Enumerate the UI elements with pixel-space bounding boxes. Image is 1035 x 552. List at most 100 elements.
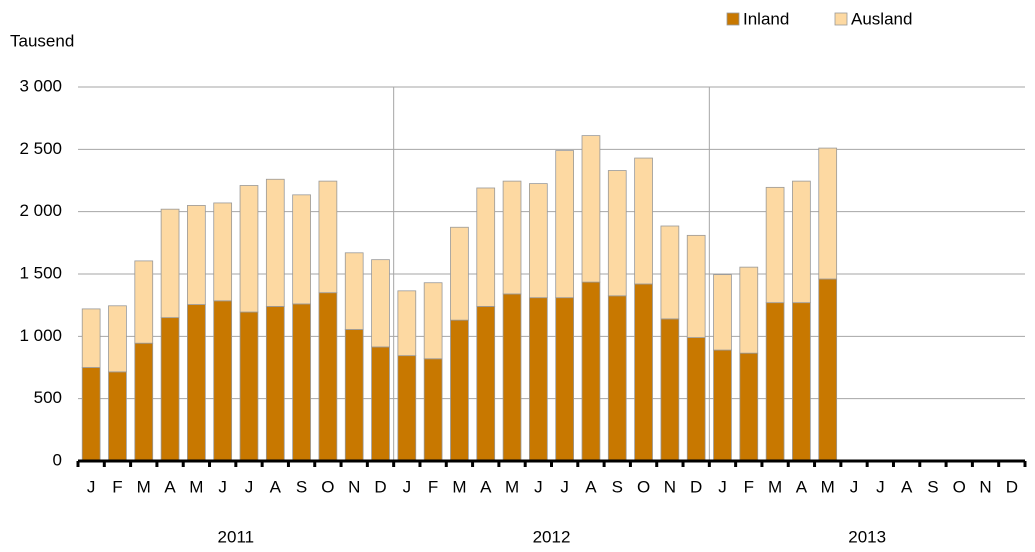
- bar: [686, 337, 706, 462]
- year-label: 2011: [218, 527, 255, 546]
- y-tick-label: 1 000: [19, 326, 62, 345]
- bar: [607, 170, 627, 297]
- x-tick-label: M: [821, 477, 835, 496]
- bar: [397, 290, 417, 357]
- bar: [739, 352, 759, 462]
- bar: [713, 349, 732, 462]
- bar: [555, 297, 574, 462]
- bar: [318, 180, 338, 294]
- bar: [529, 297, 548, 462]
- bar: [213, 300, 233, 462]
- year-label: 2012: [533, 527, 571, 546]
- bar: [292, 194, 311, 305]
- bar: [634, 283, 653, 462]
- bar: [371, 259, 390, 348]
- y-tick-label: 500: [34, 388, 62, 407]
- y-tick-label: 2 500: [19, 139, 62, 158]
- bar: [476, 187, 496, 307]
- x-tick-label: N: [348, 477, 360, 496]
- bar: [265, 178, 285, 307]
- y-tick-label: 3 000: [19, 76, 62, 95]
- bar: [502, 180, 522, 295]
- x-tick-label: M: [452, 477, 466, 496]
- bar: [187, 304, 206, 462]
- x-tick-label: F: [112, 477, 122, 496]
- x-tick-label: J: [218, 477, 227, 496]
- bar: [108, 305, 127, 373]
- x-tick-label: J: [718, 477, 727, 496]
- bar: [344, 329, 364, 462]
- x-tick-label: A: [270, 477, 282, 496]
- bar: [187, 205, 206, 305]
- bar: [502, 293, 522, 462]
- x-tick-label: D: [1006, 477, 1018, 496]
- y-tick-label: 0: [53, 450, 62, 469]
- bar: [581, 281, 601, 462]
- bar: [476, 306, 496, 462]
- bar: [765, 302, 785, 462]
- x-tick-label: N: [664, 477, 676, 496]
- bar: [792, 302, 811, 462]
- x-tick-label: A: [901, 477, 913, 496]
- x-tick-label: J: [403, 477, 412, 496]
- bar: [134, 260, 154, 344]
- legend-swatch: [834, 12, 848, 26]
- bar: [423, 282, 443, 360]
- x-tick-label: O: [321, 477, 334, 496]
- x-tick-label: S: [296, 477, 307, 496]
- bar: [108, 371, 127, 462]
- x-tick-label: J: [534, 477, 543, 496]
- bar: [450, 319, 469, 462]
- bar: [792, 180, 811, 304]
- x-tick-label: J: [87, 477, 96, 496]
- y-tick-label: 2 000: [19, 201, 62, 220]
- x-tick-label: S: [612, 477, 623, 496]
- bar: [318, 292, 338, 462]
- bar: [344, 252, 364, 330]
- legend-swatch: [726, 12, 740, 26]
- bar: [818, 147, 838, 280]
- x-tick-label: S: [927, 477, 938, 496]
- x-tick-label: J: [876, 477, 885, 496]
- x-tick-label: M: [505, 477, 519, 496]
- bar: [423, 358, 443, 462]
- x-tick-label: A: [480, 477, 492, 496]
- x-tick-label: D: [690, 477, 702, 496]
- bar: [581, 135, 601, 283]
- x-tick-label: J: [560, 477, 569, 496]
- x-tick-label: J: [245, 477, 254, 496]
- y-tick-label: 1 500: [19, 263, 62, 282]
- bar: [660, 225, 680, 320]
- bar: [239, 311, 259, 462]
- bar: [239, 185, 259, 313]
- bar: [713, 274, 732, 351]
- bar: [397, 355, 417, 462]
- year-label: 2013: [848, 527, 886, 546]
- x-tick-label: J: [850, 477, 859, 496]
- bar: [765, 186, 785, 304]
- legend-label: Ausland: [851, 9, 912, 28]
- bar: [634, 157, 653, 285]
- bar: [81, 308, 101, 368]
- x-tick-label: A: [796, 477, 808, 496]
- x-tick-label: A: [164, 477, 176, 496]
- bar: [529, 183, 548, 299]
- bar: [660, 318, 680, 462]
- bar: [292, 303, 311, 462]
- x-tick-label: D: [374, 477, 386, 496]
- x-tick-label: O: [637, 477, 650, 496]
- bar: [371, 346, 390, 462]
- x-tick-label: M: [189, 477, 203, 496]
- bar: [739, 266, 759, 354]
- x-tick-label: A: [585, 477, 597, 496]
- bar: [686, 234, 706, 338]
- bar: [265, 306, 285, 462]
- x-tick-label: F: [428, 477, 438, 496]
- x-tick-label: M: [768, 477, 782, 496]
- x-tick-label: F: [744, 477, 754, 496]
- bar: [555, 150, 574, 299]
- bar: [160, 317, 180, 462]
- bar: [213, 202, 233, 302]
- bar: [160, 208, 180, 319]
